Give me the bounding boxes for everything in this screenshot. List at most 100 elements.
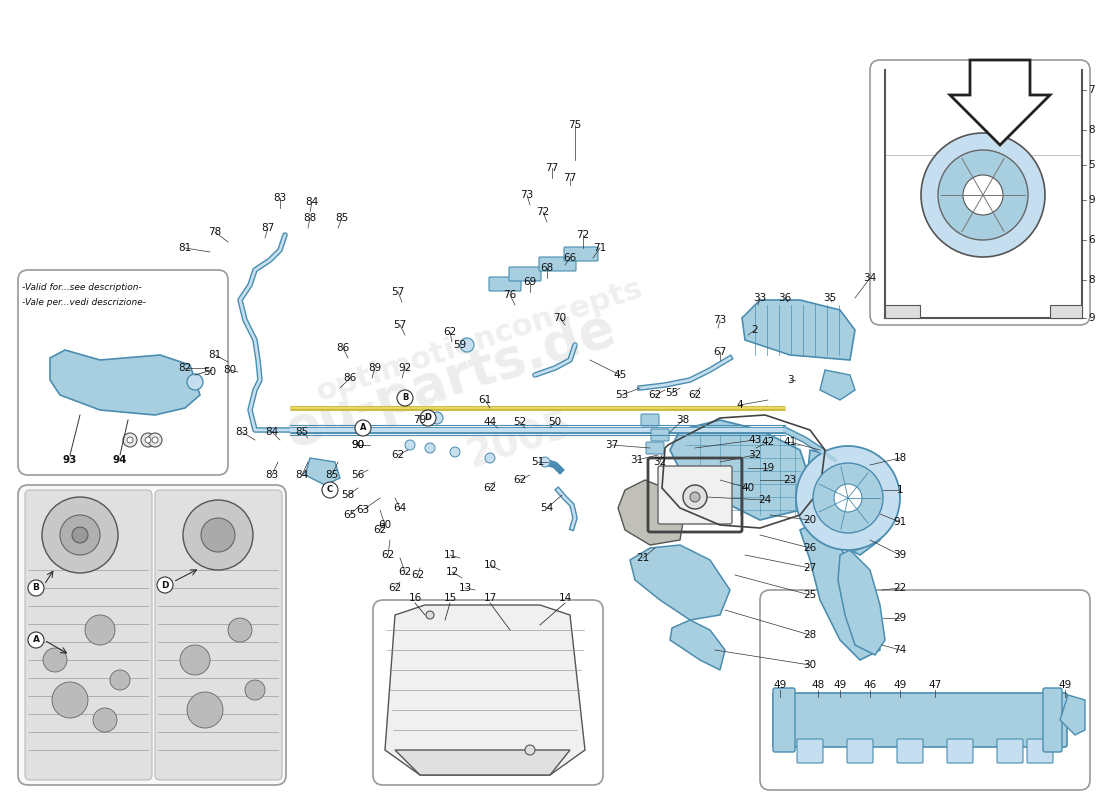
FancyBboxPatch shape [539, 257, 576, 271]
Circle shape [52, 682, 88, 718]
Circle shape [180, 645, 210, 675]
Circle shape [485, 453, 495, 463]
Circle shape [405, 440, 415, 450]
Circle shape [921, 133, 1045, 257]
Polygon shape [820, 370, 855, 400]
Text: 38: 38 [676, 415, 690, 425]
Text: 52: 52 [514, 417, 527, 427]
Circle shape [94, 708, 117, 732]
Text: 86: 86 [343, 373, 356, 383]
Text: 20: 20 [803, 515, 816, 525]
Text: 22: 22 [893, 583, 906, 593]
Polygon shape [1050, 305, 1082, 318]
Text: 69: 69 [524, 277, 537, 287]
Polygon shape [838, 550, 886, 655]
Polygon shape [1060, 695, 1085, 735]
Text: 24: 24 [758, 495, 771, 505]
Text: 89: 89 [368, 363, 382, 373]
Polygon shape [886, 305, 920, 318]
Circle shape [187, 692, 223, 728]
Text: 88: 88 [304, 213, 317, 223]
Text: -Valid for...see description-: -Valid for...see description- [22, 283, 142, 292]
FancyBboxPatch shape [870, 60, 1090, 325]
Text: 87: 87 [262, 223, 275, 233]
Text: D: D [425, 414, 431, 422]
FancyBboxPatch shape [760, 590, 1090, 790]
Text: 48: 48 [812, 680, 825, 690]
Text: 76: 76 [504, 290, 517, 300]
Text: 57: 57 [394, 320, 407, 330]
Circle shape [110, 670, 130, 690]
Text: 92: 92 [398, 363, 411, 373]
Text: 60: 60 [378, 520, 392, 530]
Text: 72: 72 [537, 207, 550, 217]
Text: 13: 13 [459, 583, 472, 593]
Text: 49: 49 [773, 680, 786, 690]
Text: 70: 70 [553, 313, 566, 323]
Text: 49: 49 [893, 680, 906, 690]
Circle shape [145, 437, 151, 443]
FancyBboxPatch shape [490, 277, 521, 291]
Text: 5: 5 [1088, 160, 1094, 170]
Text: 31: 31 [630, 455, 644, 465]
Text: 18: 18 [893, 453, 906, 463]
Text: 86: 86 [337, 343, 350, 353]
Text: 62: 62 [483, 483, 496, 493]
Circle shape [834, 484, 862, 512]
Text: 2005: 2005 [463, 406, 578, 474]
Text: 37: 37 [605, 440, 618, 450]
Text: A: A [360, 423, 366, 433]
Text: 62: 62 [514, 475, 527, 485]
Circle shape [690, 492, 700, 502]
Circle shape [126, 437, 133, 443]
Text: 51: 51 [531, 457, 544, 467]
Text: 49: 49 [1058, 680, 1071, 690]
Text: 78: 78 [208, 227, 221, 237]
Text: 93: 93 [63, 455, 77, 465]
Text: 42: 42 [761, 437, 774, 447]
Text: 8: 8 [1088, 275, 1094, 285]
Text: 81: 81 [208, 350, 221, 360]
Text: 90: 90 [351, 440, 364, 450]
Text: 46: 46 [864, 680, 877, 690]
Text: B: B [402, 394, 408, 402]
Polygon shape [385, 605, 585, 775]
Text: 6: 6 [1088, 235, 1094, 245]
Circle shape [183, 500, 253, 570]
Text: 50: 50 [204, 367, 217, 377]
Circle shape [460, 338, 474, 352]
Circle shape [426, 611, 434, 619]
FancyBboxPatch shape [18, 270, 228, 475]
Text: C: C [327, 486, 333, 494]
Text: 45: 45 [614, 370, 627, 380]
Text: 10: 10 [483, 560, 496, 570]
Circle shape [962, 175, 1003, 215]
Text: 19: 19 [761, 463, 774, 473]
Text: 26: 26 [803, 543, 816, 553]
Polygon shape [808, 450, 890, 555]
Polygon shape [305, 458, 340, 485]
Text: 47: 47 [928, 680, 942, 690]
Text: eu-parts.de: eu-parts.de [278, 302, 622, 458]
Text: 9: 9 [1088, 313, 1094, 323]
Circle shape [431, 412, 443, 424]
Text: 59: 59 [453, 340, 466, 350]
Polygon shape [618, 480, 685, 545]
Text: 23: 23 [783, 475, 796, 485]
Circle shape [72, 527, 88, 543]
Text: 40: 40 [741, 483, 755, 493]
Text: 4: 4 [737, 400, 744, 410]
Text: 9: 9 [1088, 195, 1094, 205]
Circle shape [796, 446, 900, 550]
Text: 3: 3 [786, 375, 793, 385]
Text: -Vale per...vedi descrizione-: -Vale per...vedi descrizione- [22, 298, 146, 307]
Circle shape [525, 745, 535, 755]
Circle shape [28, 632, 44, 648]
Text: 11: 11 [443, 550, 456, 560]
Text: 73: 73 [520, 190, 534, 200]
Text: 83: 83 [265, 470, 278, 480]
Polygon shape [800, 520, 880, 660]
Circle shape [683, 485, 707, 509]
Text: 63: 63 [356, 505, 370, 515]
FancyBboxPatch shape [509, 267, 541, 281]
